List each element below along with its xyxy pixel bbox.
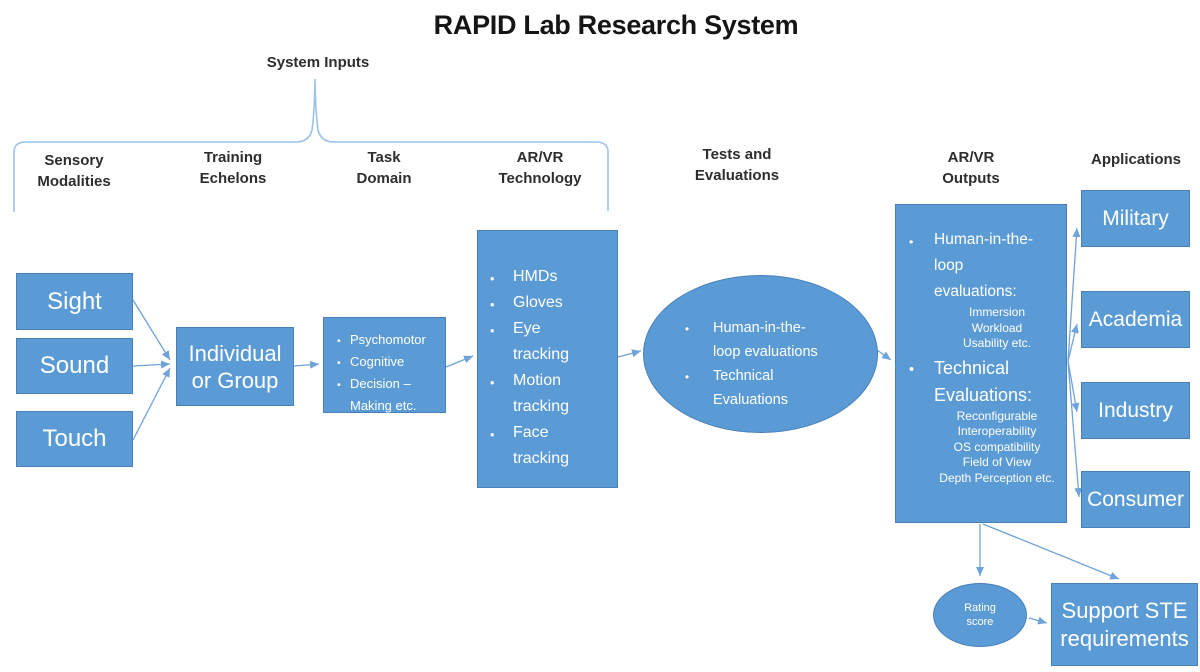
task-domain-box: Psychomotor Cognitive Decision – Making …: [323, 317, 446, 413]
header-arvr-technology: AR/VR Technology: [498, 149, 582, 187]
outputs-human-bullet: Human-in-the- loop evaluations:: [909, 227, 1059, 305]
sound-box: Sound: [16, 338, 133, 394]
tests-item: Technical Evaluations: [685, 364, 855, 412]
header-applications: Applications: [1090, 151, 1182, 168]
outputs-technical-bullet: Technical Evaluations:: [909, 355, 1059, 409]
technology-item: Gloves: [490, 290, 599, 318]
technology-item: Face tracking: [490, 420, 599, 472]
individual-or-group-box: Individual or Group: [176, 327, 294, 406]
sight-label: Sight: [47, 287, 102, 315]
outputs-technical-subitems: Reconfigurable Interoperability OS compa…: [939, 408, 1055, 485]
task-item: Decision – Making etc.: [337, 373, 442, 417]
arrow-task-to-technology: [445, 355, 474, 368]
arvr-technology-box: HMDs Gloves Eye tracking Motion tracking…: [477, 230, 618, 488]
arrow-touch-to-individual: [132, 367, 171, 441]
academia-box: Academia: [1081, 291, 1190, 348]
header-task-domain: Task Domain: [356, 149, 412, 187]
military-label: Military: [1102, 206, 1169, 230]
rating-score-ellipse: Rating score: [933, 583, 1027, 647]
header-arvr-outputs: AR/VR Outputs: [942, 149, 1000, 187]
arrow-rating-to-support: [1028, 616, 1048, 625]
arrow-outputs-to-consumer: [1067, 360, 1083, 498]
arrow-outputs-to-support: [982, 523, 1120, 580]
system-inputs-brace: [13, 78, 609, 212]
touch-box: Touch: [16, 411, 133, 467]
technology-item: HMDs: [490, 264, 599, 292]
arrow-outputs-to-industry: [1067, 360, 1080, 413]
header-sensory-modalities: Sensory Modalities: [37, 152, 111, 190]
touch-label: Touch: [42, 425, 107, 452]
arvr-outputs-box: Human-in-the- loop evaluations: Immersio…: [895, 204, 1067, 523]
arrow-outputs-to-military: [1067, 227, 1081, 362]
header-tests-and-evaluations: Tests and Evaluations: [694, 146, 780, 184]
arrow-sound-to-individual: [132, 360, 171, 369]
page-title: RAPID Lab Research System: [433, 10, 799, 40]
consumer-label: Consumer: [1087, 487, 1184, 511]
support-ste-label: Support STE requirements: [1060, 597, 1189, 651]
technology-item: Motion tracking: [490, 368, 599, 420]
arrow-tests-to-outputs: [876, 349, 892, 361]
arrow-technology-to-tests: [617, 349, 642, 358]
system-inputs-label: System Inputs: [266, 54, 370, 71]
military-box: Military: [1081, 190, 1190, 247]
arrow-sight-to-individual: [132, 299, 171, 361]
individual-or-group-label: Individual or Group: [188, 340, 282, 393]
industry-box: Industry: [1081, 382, 1190, 439]
industry-label: Industry: [1098, 398, 1173, 422]
tests-evaluations-ellipse: Human-in-the- loop evaluations Technical…: [643, 275, 878, 433]
task-item: Psychomotor: [337, 329, 442, 353]
arrow-individual-to-task: [293, 360, 320, 369]
task-item: Cognitive: [337, 351, 442, 375]
consumer-box: Consumer: [1081, 471, 1190, 528]
support-ste-box: Support STE requirements: [1051, 583, 1198, 666]
outputs-human-subitems: Immersion Workload Usability etc.: [962, 305, 1032, 350]
technology-item: Eye tracking: [490, 316, 599, 368]
header-training-echelons: Training Echelons: [199, 149, 267, 187]
arrow-outputs-to-academia: [1067, 323, 1079, 362]
tests-item: Human-in-the- loop evaluations: [685, 316, 855, 364]
sound-label: Sound: [39, 352, 110, 379]
academia-label: Academia: [1088, 307, 1183, 331]
sight-box: Sight: [16, 273, 133, 330]
